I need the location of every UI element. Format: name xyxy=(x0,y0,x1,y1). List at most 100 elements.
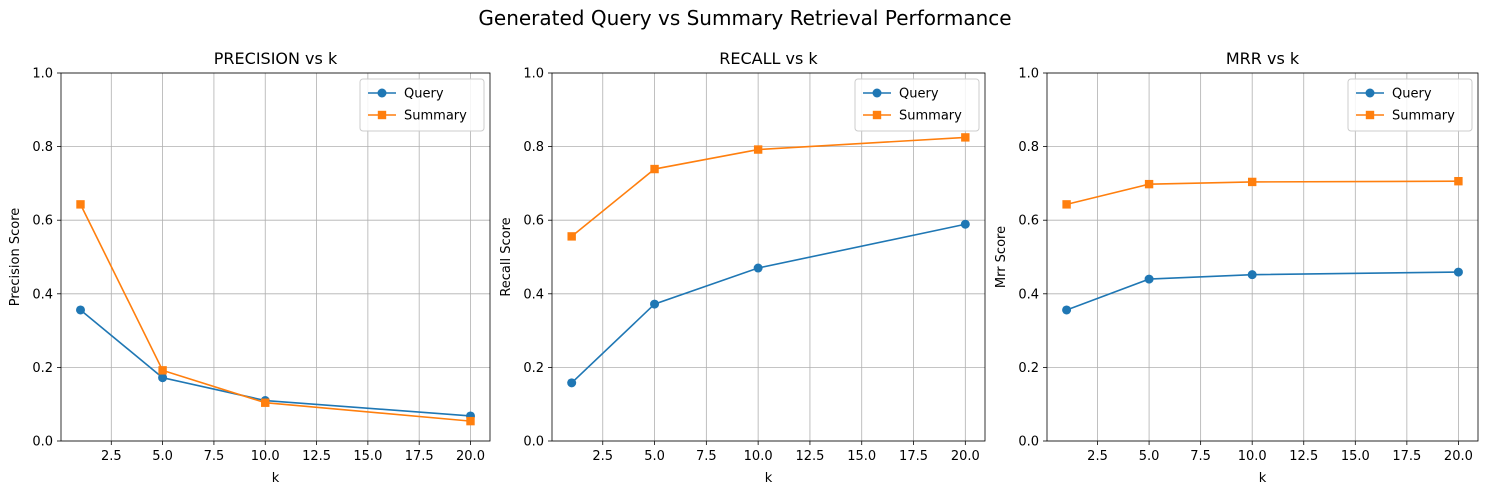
x-tick-label: 20.0 xyxy=(951,449,980,464)
legend-marker xyxy=(1365,110,1375,120)
data-point xyxy=(1062,200,1071,209)
y-axis-label: Recall Score xyxy=(499,217,514,296)
chart-panel-2: 2.5 5.0 7.5 10.0 12.5 15.0 17.5 20.0 0.0 0.2 0.4 0.… xyxy=(499,49,986,486)
y-tick-label: 0.2 xyxy=(1018,361,1039,376)
data-point xyxy=(261,398,270,407)
x-tick-label: 2.5 xyxy=(1087,449,1108,464)
x-tick-label: 12.5 xyxy=(1289,449,1318,464)
x-tick-label: 2.5 xyxy=(101,449,122,464)
legend-box xyxy=(359,78,485,132)
x-tick-label: 2.5 xyxy=(592,449,613,464)
data-point xyxy=(466,416,475,426)
x-tick-label: 5.0 xyxy=(644,449,665,464)
x-tick-label: 17.5 xyxy=(899,449,928,464)
x-tick-label: 15.0 xyxy=(353,449,382,464)
plot-frame xyxy=(60,72,491,442)
x-tick-label: 7.5 xyxy=(696,449,717,464)
y-tick-label: 0.0 xyxy=(523,435,544,450)
x-tick-label: 12.5 xyxy=(795,449,824,464)
legend-label: Summary xyxy=(404,109,467,124)
data-point xyxy=(567,232,576,241)
legend-marker xyxy=(377,110,387,120)
y-tick-label: 0.8 xyxy=(32,140,53,155)
legend: Query Summary xyxy=(1347,78,1473,132)
data-point xyxy=(753,145,763,154)
data-point xyxy=(961,133,970,142)
figure-title: Generated Query vs Summary Retrieval Per… xyxy=(478,6,1012,30)
series-query xyxy=(1062,267,1463,315)
y-tick-label: 0.8 xyxy=(523,140,544,155)
series-line-query xyxy=(1066,271,1459,311)
plot-frame xyxy=(1046,72,1479,442)
panel-title: PRECISION vs k xyxy=(214,49,338,68)
y-tick-label: 0.8 xyxy=(1018,140,1039,155)
series-line-summary xyxy=(571,136,966,238)
data-point xyxy=(1453,267,1463,277)
x-tick-label: 5.0 xyxy=(152,449,173,464)
data-point xyxy=(650,164,659,174)
y-tick-label: 0.6 xyxy=(32,214,53,229)
x-axis-label: k xyxy=(1259,471,1267,486)
series-line-summary xyxy=(1066,180,1459,206)
x-axis-label: k xyxy=(272,471,280,486)
plot-frame xyxy=(551,72,986,442)
y-tick-label: 0.2 xyxy=(32,361,53,376)
x-tick-label: 7.5 xyxy=(204,449,225,464)
series-summary xyxy=(76,200,475,426)
data-point xyxy=(960,219,970,229)
chart-panel-3: 2.5 5.0 7.5 10.0 12.5 15.0 17.5 20.0 0.0 0.2 0.4 0.… xyxy=(994,49,1479,486)
y-tick-label: 1.0 xyxy=(32,67,53,82)
x-tick-label: 12.5 xyxy=(302,449,331,464)
x-axis-label: k xyxy=(765,471,773,486)
data-point xyxy=(1454,176,1463,186)
x-tick-label: 15.0 xyxy=(1341,449,1370,464)
x-tick-label: 20.0 xyxy=(1444,449,1473,464)
data-point xyxy=(76,200,85,209)
y-tick-label: 0.6 xyxy=(1018,214,1039,229)
data-point xyxy=(1062,305,1072,315)
y-tick-label: 0.4 xyxy=(32,287,53,302)
legend: Query Summary xyxy=(359,78,485,132)
series-query xyxy=(567,219,970,388)
x-tick-label: 17.5 xyxy=(1392,449,1421,464)
series-summary xyxy=(1062,176,1463,209)
x-tick-label: 17.5 xyxy=(405,449,434,464)
x-tick-label: 10.0 xyxy=(1238,449,1267,464)
legend-marker xyxy=(377,88,387,98)
x-tick-label: 7.5 xyxy=(1190,449,1211,464)
data-point xyxy=(158,373,168,383)
y-tick-label: 0.0 xyxy=(1018,435,1039,450)
x-tick-label: 20.0 xyxy=(456,449,485,464)
legend-box xyxy=(1347,78,1473,132)
y-tick-label: 1.0 xyxy=(1018,67,1039,82)
y-axis-label: Precision Score xyxy=(8,208,23,307)
chart-panel-1: 2.5 5.0 7.5 10.0 12.5 15.0 17.5 20.0 0.0 0.2 0.4 0.… xyxy=(8,49,491,486)
legend-marker xyxy=(1365,88,1375,98)
series-line-summary xyxy=(79,204,471,422)
series-line-query xyxy=(79,309,471,417)
legend-label: Summary xyxy=(1392,109,1455,124)
data-point xyxy=(1247,177,1257,187)
data-point xyxy=(76,305,85,315)
legend-label: Query xyxy=(404,87,444,102)
legend-marker xyxy=(872,88,882,98)
data-point xyxy=(1247,270,1257,280)
y-tick-label: 1.0 xyxy=(523,67,544,82)
data-point xyxy=(567,378,577,388)
legend-label: Summary xyxy=(899,109,962,124)
y-tick-label: 0.6 xyxy=(523,214,544,229)
data-point xyxy=(650,299,660,309)
panel-title: MRR vs k xyxy=(1226,49,1300,68)
series-summary xyxy=(567,133,970,241)
y-tick-label: 0.0 xyxy=(32,435,53,450)
legend-box xyxy=(854,78,980,132)
x-tick-label: 15.0 xyxy=(847,449,876,464)
data-point xyxy=(753,263,763,273)
legend-marker xyxy=(872,110,882,120)
series-line-query xyxy=(571,223,966,384)
data-point xyxy=(1144,274,1154,284)
legend-label: Query xyxy=(1392,87,1432,102)
y-tick-label: 0.4 xyxy=(523,287,544,302)
legend-label: Query xyxy=(899,87,939,102)
